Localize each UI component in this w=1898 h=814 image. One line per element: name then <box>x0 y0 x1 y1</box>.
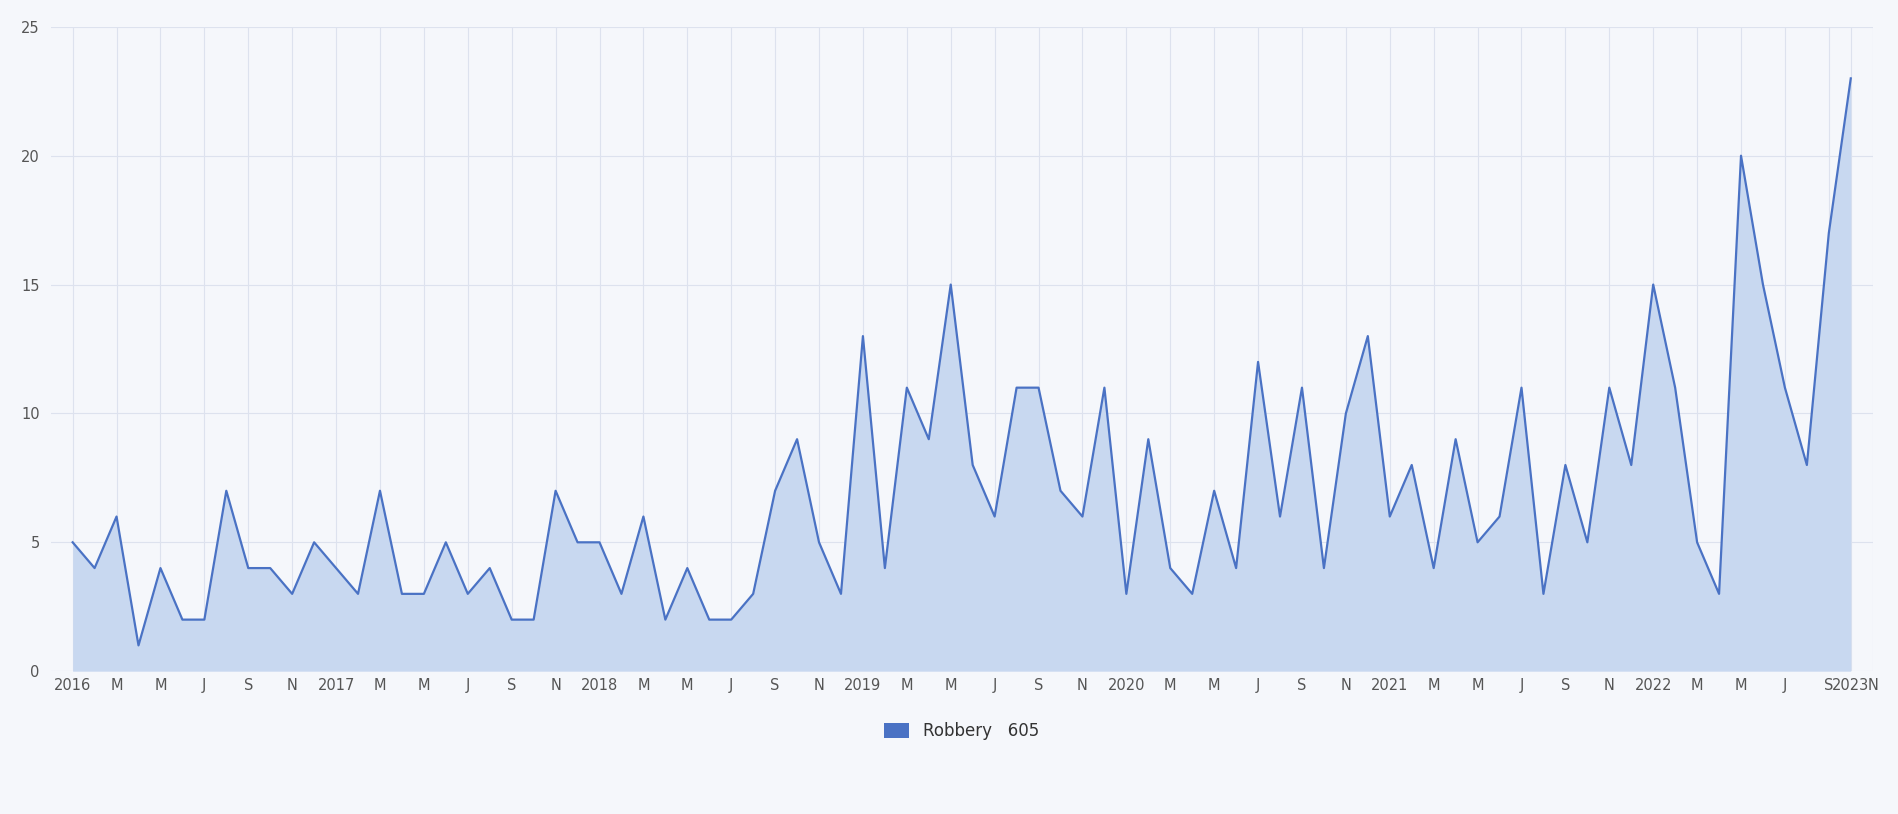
Legend: Robbery   605: Robbery 605 <box>877 716 1046 746</box>
